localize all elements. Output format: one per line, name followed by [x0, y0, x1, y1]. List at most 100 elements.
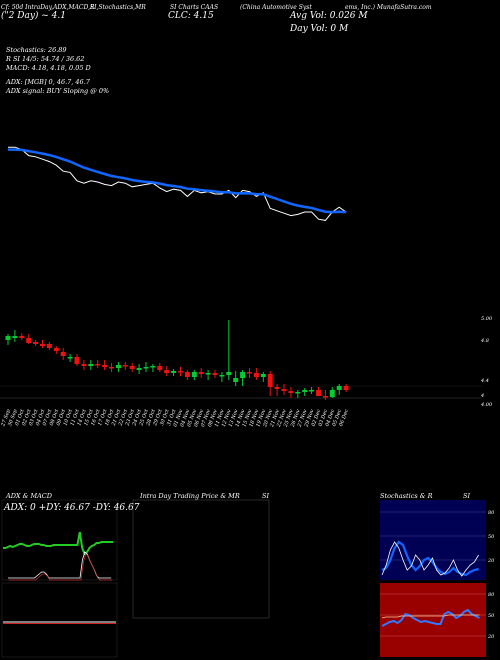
- date-tick-label: 01 Oct: [14, 408, 26, 427]
- header-company2: ems, Inc.) MunafaSutra.com: [345, 4, 432, 11]
- header-top-mid: SI,Stochastics,MR: [90, 4, 146, 11]
- header-day-vol: Day Vol: 0 M: [290, 24, 349, 34]
- candle-body: [53, 348, 59, 351]
- candle-body: [60, 352, 66, 356]
- candle-body: [81, 364, 87, 366]
- candle-body: [267, 374, 273, 387]
- candle-body: [115, 365, 121, 368]
- price-axis-label: 4.00: [480, 402, 493, 408]
- candle-body: [19, 336, 25, 338]
- stoch-tick-label: 80: [488, 510, 495, 516]
- date-tick-label: 14 Oct: [76, 408, 88, 427]
- date-tick-label: 11 Nov: [214, 408, 226, 427]
- stoch-d-line: [381, 540, 479, 577]
- macd-panel: [1, 582, 118, 658]
- candle-body: [329, 390, 335, 397]
- candle-body: [191, 372, 197, 377]
- header-company: (China Automotive Syst: [240, 4, 312, 11]
- date-tick-label: 08 Nov: [207, 408, 219, 427]
- date-tick-label: 07 Oct: [42, 408, 54, 427]
- candle-body: [74, 357, 80, 364]
- date-tick-label: 16 Oct: [90, 408, 102, 427]
- ema-line: [8, 148, 347, 214]
- candle-body: [281, 389, 287, 391]
- candle-body: [212, 373, 218, 375]
- header-avg-vol: Avg Vol: 0.026 M: [290, 11, 368, 21]
- date-tick-label: 05 Nov: [186, 408, 198, 427]
- candle-body: [309, 390, 315, 392]
- price-axis-label: 4.4: [480, 378, 489, 384]
- date-tick-label: 15 Nov: [242, 408, 254, 427]
- candle-body: [150, 366, 156, 368]
- candle-body: [164, 370, 170, 373]
- date-tick-label: 08 Oct: [49, 408, 61, 427]
- intraday-panel-title: Intra Day Trading Price & MR: [140, 492, 240, 500]
- date-tick-label: 30 Sep: [7, 408, 19, 427]
- rsi-tick-label: 50: [488, 613, 495, 619]
- candle-body: [226, 372, 232, 375]
- stoch-indicator: Stochastics: 26.89: [6, 46, 67, 54]
- date-tick-label: 03 Dec: [318, 408, 330, 427]
- intraday-panel: [132, 499, 270, 619]
- adx-indicator: ADX: [MGB] 0, 46.7, 46.7: [6, 78, 90, 86]
- candle-body: [205, 373, 211, 375]
- date-tick-label: 30 Oct: [159, 408, 171, 427]
- candle-body: [247, 372, 252, 374]
- date-tick-label: 13 Nov: [228, 408, 240, 427]
- header-top-mid2: SI Charts CAAS: [170, 4, 219, 11]
- candle-body: [274, 387, 280, 389]
- date-tick-label: 05 Dec: [331, 408, 343, 427]
- candle-body: [219, 375, 225, 377]
- date-tick-label: 07 Nov: [200, 408, 212, 427]
- candle-body: [40, 344, 45, 346]
- date-tick-label: 10 Oct: [63, 408, 75, 427]
- date-tick-label: 02 Dec: [311, 408, 323, 427]
- candle-body: [198, 372, 204, 374]
- price-axis-label: 4.8: [480, 338, 489, 344]
- adx-signal-indicator: ADX signal: BUY Sloping @ 0%: [6, 87, 110, 95]
- candle-body: [33, 342, 39, 344]
- candle-body: [46, 344, 52, 348]
- adx-minus-dy-line: [9, 553, 113, 581]
- header-line1-left: ("2 Day) ~ 4.1: [1, 11, 66, 21]
- header-top-left: Cf: 50d IntraDay,ADX,MACD,R: [1, 4, 95, 11]
- date-tick-label: 09 Oct: [56, 408, 68, 427]
- candle-body: [343, 386, 349, 390]
- date-tick-label: 02 Oct: [21, 408, 33, 427]
- date-tick-label: 14 Nov: [235, 408, 247, 427]
- date-tick-label: 11 Oct: [69, 408, 81, 427]
- adx-values: ADX: 0 +DY: 46.67 -DY: 46.67: [4, 503, 140, 513]
- candle-body: [143, 367, 149, 369]
- candle-body: [184, 372, 190, 377]
- date-tick-label: 06 Nov: [193, 408, 205, 427]
- intraday-panel-si: SI: [262, 492, 270, 500]
- candle-body: [171, 371, 177, 373]
- candle-body: [178, 371, 183, 373]
- rsi-tick-label: 20: [487, 634, 495, 640]
- candle-body: [336, 386, 342, 390]
- date-tick-label: 15 Oct: [83, 408, 95, 427]
- price-axis-label: 5.00: [481, 316, 493, 322]
- date-tick-label: 18 Nov: [248, 408, 260, 427]
- date-tick-label: 04 Oct: [35, 408, 47, 427]
- candle-body: [288, 391, 294, 393]
- candle-body: [302, 390, 308, 392]
- stoch-tick-label: 50: [488, 534, 495, 540]
- header-clc: CLC: 4.15: [168, 11, 214, 21]
- candle-body: [102, 365, 108, 367]
- date-tick-label: 04 Nov: [179, 408, 191, 427]
- candle-body: [95, 364, 101, 366]
- date-tick-label: 17 Oct: [97, 408, 109, 427]
- candle-body: [322, 396, 328, 398]
- rsi-indicator: R SI 14/5: 54.74 / 36.62: [6, 55, 85, 63]
- date-tick-label: 12 Nov: [221, 408, 233, 427]
- candle-body: [253, 373, 259, 377]
- rsi-tick-label: 80: [488, 592, 495, 598]
- adx-green-line: [3, 531, 114, 556]
- date-tick-label: 06 Dec: [338, 408, 350, 427]
- candle-body: [129, 366, 135, 369]
- rsi-signal-line: [381, 614, 480, 619]
- date-tick-label: 31 Oct: [166, 408, 178, 427]
